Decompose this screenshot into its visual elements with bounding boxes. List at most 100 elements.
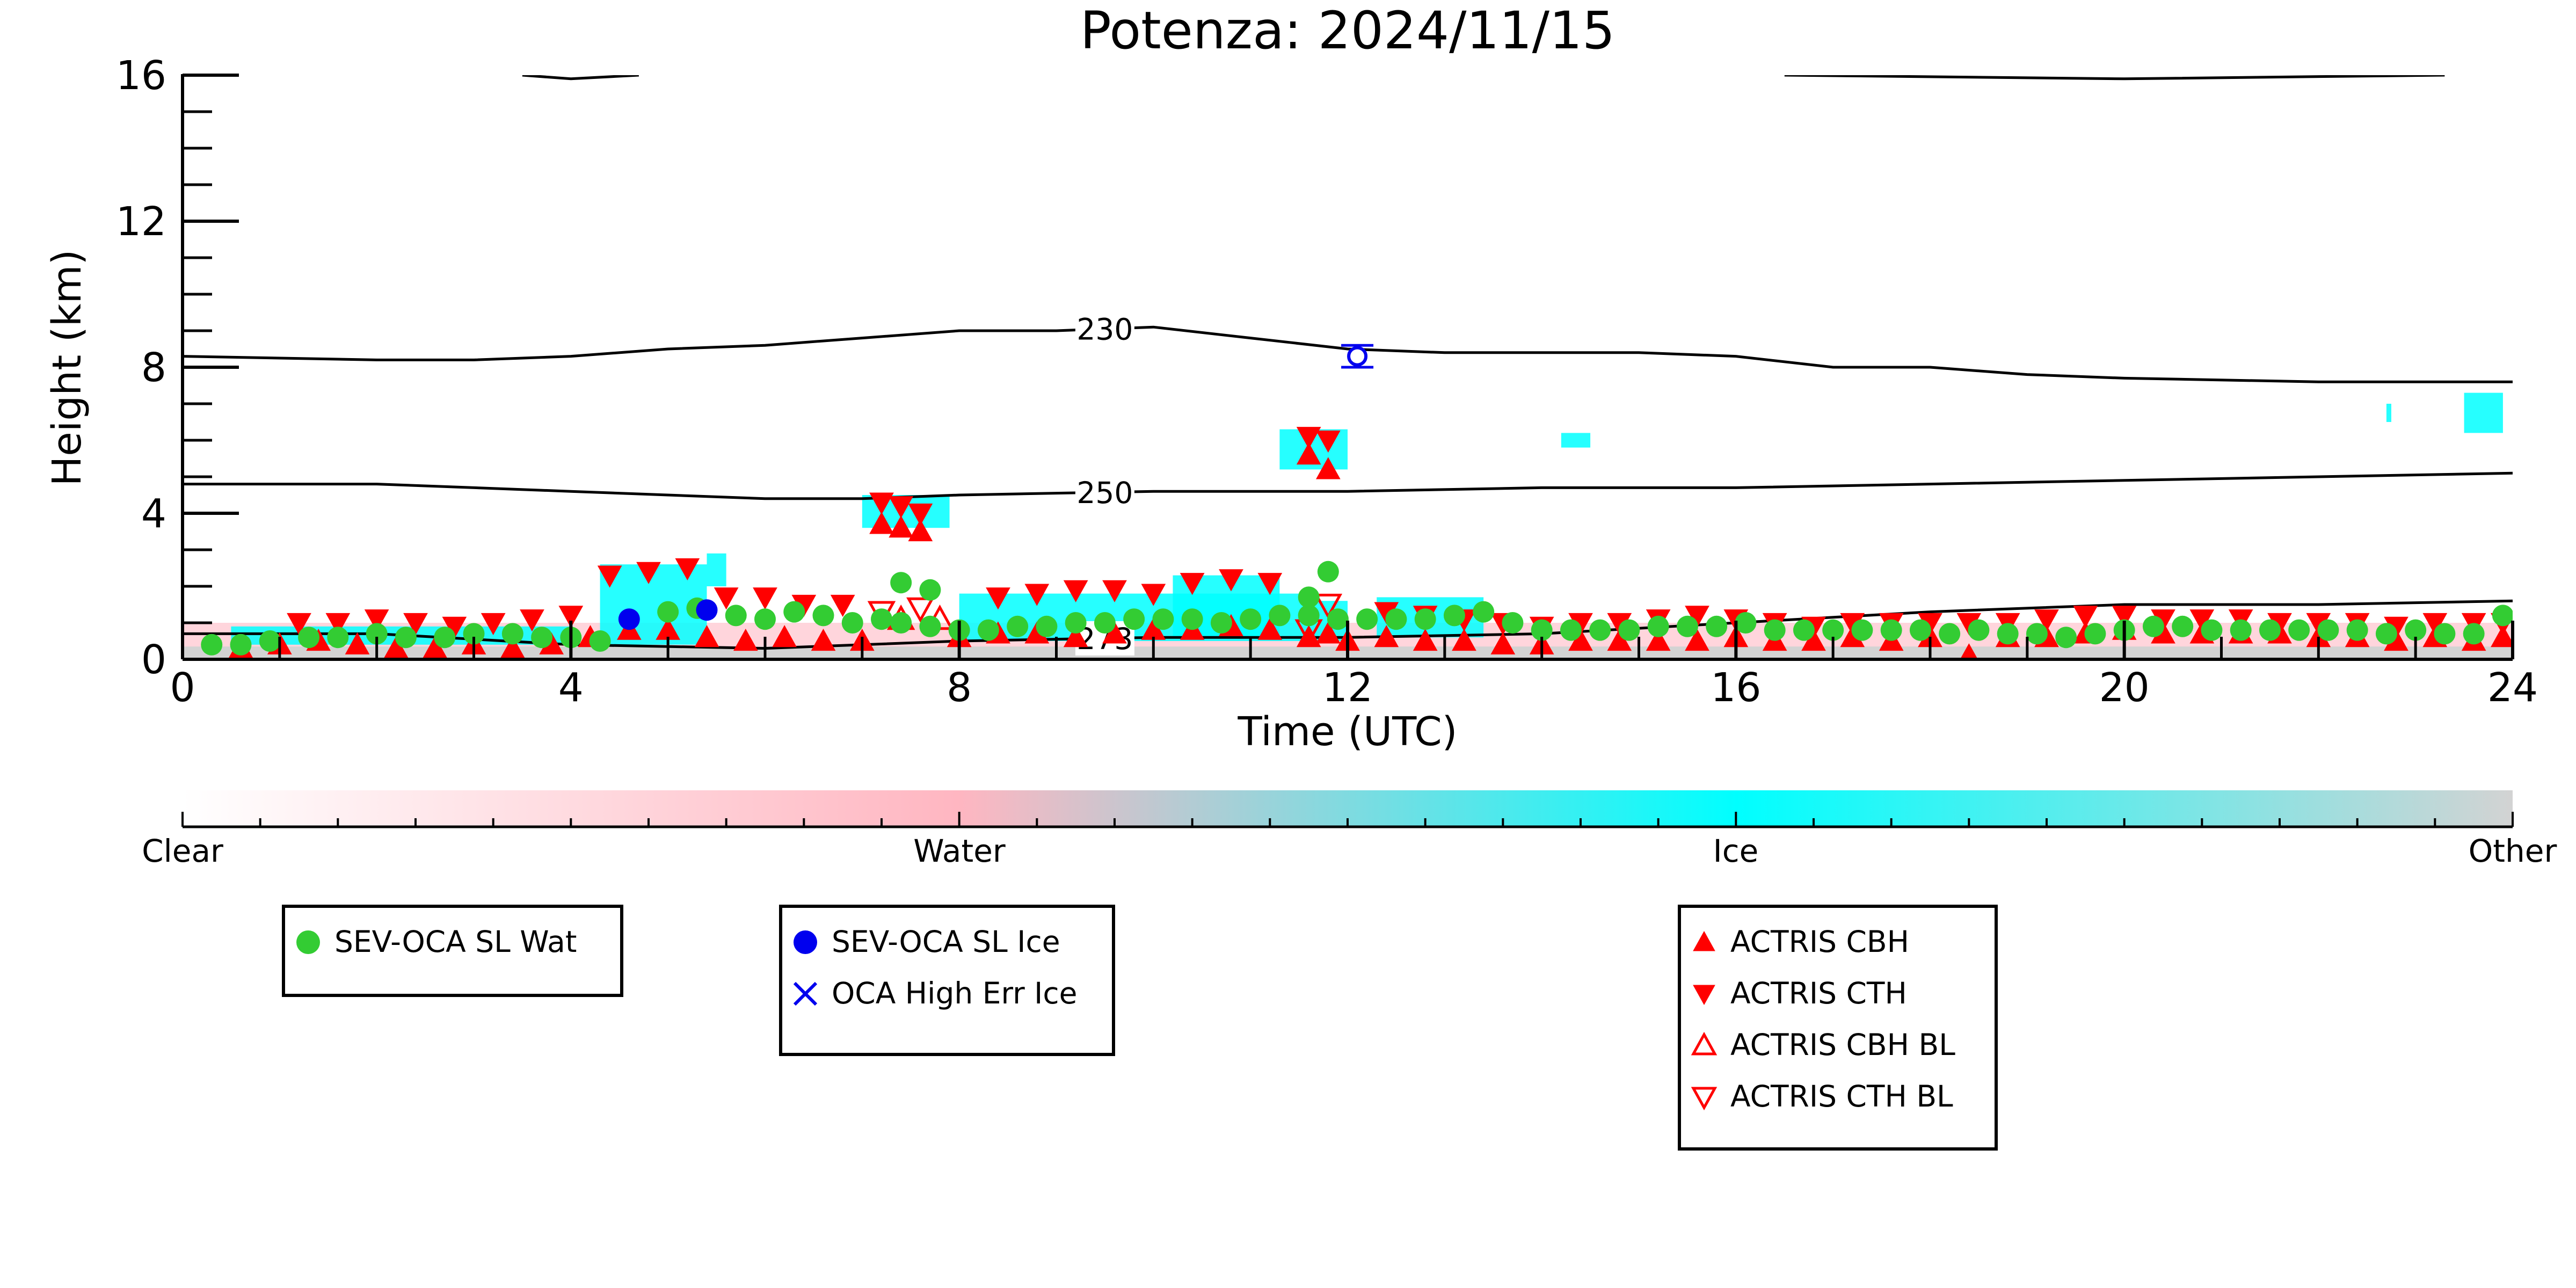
actris-cth-point-7: [558, 606, 584, 628]
legend-marker-1-0: [794, 930, 817, 954]
sev-oca-sl-wat-point-45: [1589, 619, 1611, 641]
actris-cbh-point-33: [1413, 628, 1438, 651]
sev-oca-sl-wat-point-56: [1909, 619, 1931, 641]
sev-oca-sl-wat-point-67: [2230, 619, 2252, 641]
sev-oca-sl-wat-point-74: [2434, 623, 2456, 645]
sev-oca-sl-wat-point-5: [366, 623, 388, 645]
sev-oca-sl-wat-point-41: [1473, 601, 1495, 623]
sev-oca-sl-wat-point-42: [1502, 612, 1524, 634]
sev-oca-sl-wat-point-17: [783, 601, 805, 623]
actris-cth-point-23: [1180, 573, 1205, 595]
sev-oca-sl-wat-point-1: [230, 634, 252, 656]
sev-oca-sl-wat-point-19: [841, 612, 863, 634]
sev-oca-sl-wat-point-73: [2405, 619, 2427, 641]
sev-oca-sl-wat-point-21: [890, 612, 912, 634]
sev-oca-sl-wat-point-2: [259, 630, 281, 652]
y-tick-label-0: 0: [141, 637, 166, 683]
sev-oca-sl-wat-point-64: [2142, 615, 2164, 637]
sev-oca-sl-wat-point-38: [1385, 608, 1407, 630]
actris-cbh-point-32: [1374, 625, 1399, 647]
x-tick-label-4: 4: [558, 665, 584, 711]
actris-cbh-point-30: [1315, 621, 1341, 644]
sev-oca-sl-wat-point-0: [201, 634, 223, 656]
sev-oca-sl-wat-point-35: [1298, 605, 1320, 627]
sev-oca-sl-wat-point-61: [2055, 627, 2077, 649]
sev-oca-sl-wat-point-50: [1735, 612, 1757, 634]
sev-oca-sl-wat-point-20: [871, 608, 892, 630]
ice-region-10: [2464, 392, 2503, 433]
x-tick-label-20: 20: [2099, 665, 2150, 711]
sev-oca-sl-wat-point-76: [2492, 605, 2513, 627]
y-tick-label-16: 16: [116, 53, 166, 99]
actris-cbh-point-62: [1296, 442, 1321, 465]
sev-oca-sl-wat-point-25: [1007, 615, 1029, 637]
oca-high-err-ice-point-0: [1341, 344, 1374, 369]
y-tick-label-12: 12: [116, 199, 166, 245]
actris-cth-point-0: [287, 613, 311, 636]
contour-line-250: [183, 471, 2513, 500]
actris-cth-point-46: [2073, 606, 2098, 628]
sev-oca-sl-wat-point-79: [1298, 586, 1320, 608]
sev-oca-sl-wat-point-52: [1793, 619, 1815, 641]
sev-oca-sl-wat-point-32: [1210, 612, 1232, 634]
sev-oca-sl-wat-point-69: [2288, 619, 2310, 641]
actris-cth-point-5: [481, 613, 506, 636]
actris-cth-point-15: [869, 492, 894, 515]
actris-cth-point-3: [403, 613, 428, 636]
chart-title: Potenza: 2024/11/15: [1080, 1, 1615, 61]
data-markers: [201, 344, 2513, 659]
legend-marker-2-1: [1693, 985, 1715, 1006]
sev-oca-sl-wat-point-55: [1880, 619, 1902, 641]
sev-oca-sl-wat-point-9: [501, 623, 523, 645]
actris-cth-bl-point-1: [906, 597, 935, 623]
legend-label-sev-oca-sl-ice: SEV-OCA SL Ice: [832, 925, 1060, 959]
legend-box-1: SEV-OCA SL Wat: [282, 905, 623, 997]
sev-oca-sl-wat-point-16: [754, 608, 776, 630]
sev-oca-sl-wat-point-28: [1094, 612, 1116, 634]
sev-oca-sl-wat-point-58: [1968, 619, 1990, 641]
actris-cth-point-45: [2034, 609, 2059, 632]
sev-oca-sl-wat-point-54: [1851, 619, 1873, 641]
sev-oca-sl-ice-point-1: [696, 599, 718, 621]
actris-cth-point-16: [889, 496, 914, 519]
actris-cbh-point-39: [1646, 628, 1671, 651]
actris-cth-point-6: [520, 609, 544, 632]
legend-box-2: SEV-OCA SL Ice OCA High Err Ice: [779, 905, 1115, 1056]
sev-oca-sl-wat-point-36: [1327, 608, 1349, 630]
sev-oca-sl-wat-point-6: [395, 627, 417, 649]
axes: 0 4 8 12 16 20 24 0 4 8 12 16: [116, 53, 2538, 711]
sev-oca-sl-wat-point-46: [1618, 619, 1640, 641]
contour-label-250: 250: [1076, 476, 1133, 510]
sev-oca-sl-wat-point-33: [1240, 608, 1262, 630]
legend-label-actris-cbh: ACTRIS CBH: [1730, 925, 1909, 959]
contour-label-bg-230: [1075, 311, 1134, 346]
sev-oca-sl-wat-point-37: [1356, 608, 1378, 630]
actris-cth-point-19: [1024, 584, 1050, 606]
legend-frame-3: [1678, 905, 1998, 1151]
sev-oca-sl-wat-point-57: [1939, 623, 1961, 645]
contour-label-bg-250: [1075, 475, 1134, 510]
sev-oca-sl-wat-point-49: [1706, 615, 1728, 637]
actris-cth-point-20: [1063, 580, 1088, 602]
actris-cbh-point-35: [1490, 632, 1516, 654]
legend-marker-1-1: [793, 981, 818, 1006]
actris-cth-point-2: [364, 609, 389, 632]
actris-cbh-point-13: [733, 628, 758, 651]
sev-oca-sl-wat-point-60: [2026, 623, 2048, 645]
y-tick-label-8: 8: [141, 345, 166, 391]
sev-oca-sl-wat-point-78: [919, 579, 941, 601]
x-tick-label-16: 16: [1711, 665, 1761, 711]
actris-cbh-point-15: [811, 628, 836, 651]
actris-cbh-point-3: [345, 632, 370, 654]
actris-cbh-point-47: [1960, 643, 1978, 659]
sev-oca-sl-wat-point-3: [298, 627, 320, 649]
sev-oca-sl-wat-point-65: [2172, 615, 2194, 637]
contour-top-1: [1784, 75, 2445, 81]
legend-box-3: ACTRIS CBH ACTRIS CTH ACTRIS CBH BL ACTRIS …: [1678, 905, 1998, 1151]
legend-marker-0-0: [296, 930, 320, 954]
sev-oca-sl-ice-point-0: [618, 608, 640, 630]
ice-region-9: [1561, 433, 1591, 448]
sev-oca-sl-wat-point-34: [1269, 605, 1291, 627]
actris-cth-point-21: [1102, 580, 1127, 602]
